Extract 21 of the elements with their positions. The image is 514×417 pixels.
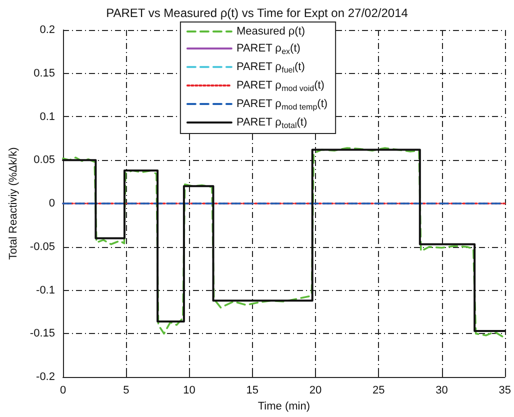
y-tick-label: 0.2	[40, 24, 55, 36]
x-tick-label: 15	[246, 384, 259, 396]
y-tick-label: -0.2	[36, 371, 55, 383]
y-tick-label: 0.1	[40, 110, 55, 123]
y-tick-label: -0.15	[30, 328, 55, 340]
y-tick-label: 0.05	[34, 154, 55, 166]
y-axis-title: Total Reactiviy (%Δk/k)	[8, 147, 20, 260]
x-tick-label: 0	[60, 384, 66, 396]
x-tick-label: 20	[309, 384, 322, 396]
legend-label: Measured ρ(t)	[236, 26, 306, 38]
x-tick-label: 30	[436, 384, 448, 396]
x-tick-label: 25	[372, 384, 385, 396]
x-tick-label: 10	[183, 384, 196, 396]
y-tick-label: 0	[48, 198, 55, 210]
x-tick-label: 35	[498, 384, 512, 396]
chart-title: PARET vs Measured ρ(t) vs Time for Expt on 27/02/2014	[106, 6, 408, 20]
y-tick-label: 0.15	[34, 67, 55, 80]
y-tick-label: -0.1	[36, 284, 55, 296]
x-tick-label: 5	[123, 384, 130, 396]
y-tick-label: -0.05	[30, 240, 55, 253]
x-axis-title: Time (min)	[258, 400, 310, 412]
